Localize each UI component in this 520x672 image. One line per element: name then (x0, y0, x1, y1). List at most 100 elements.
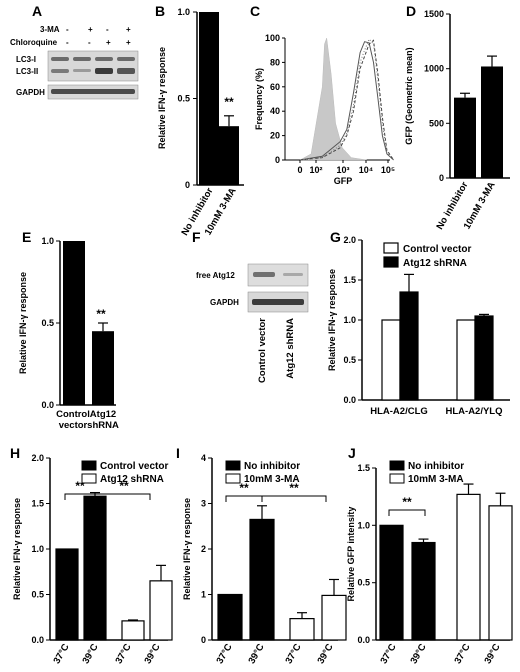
g-ytick-2: 1.0 (343, 315, 362, 325)
blot-lc3-band-3a (95, 57, 113, 61)
h-cat-0: 37°C (51, 642, 71, 666)
h-ytick-4: 2.0 (31, 453, 50, 463)
lane-label-atg12: Atg12 shRNA (285, 318, 296, 379)
d-ytick-2: 1000 (424, 64, 450, 74)
blot-lc3-box (47, 50, 139, 82)
sign-cq-3: + (106, 38, 111, 47)
blot-atg12-band-2 (283, 273, 303, 276)
g-ytick-label-3: 1.5 (343, 275, 356, 285)
h-sig-bracket-0 (64, 493, 96, 500)
b-ytick-1: 0.5 (177, 94, 197, 104)
panel-d: 0 500 1000 1500 GFP (Geometric mean) No … (404, 9, 510, 232)
e-cat-1-line-0: Atg12 (90, 409, 116, 420)
i-sig-bracket-1 (262, 495, 327, 502)
c-ytick-1: 20 (270, 131, 285, 141)
c-series-dashed (299, 39, 395, 161)
blot-atg12-band-1 (253, 272, 275, 277)
e-ytick-label-2: 1.0 (41, 236, 54, 246)
sign-cq-2: - (88, 38, 91, 47)
c-xlabel: GFP (334, 176, 353, 186)
h-sig-0: ** (75, 479, 85, 493)
i-ytick-label-2: 2 (201, 544, 206, 554)
blot-atg12-box (247, 263, 309, 287)
c-xtick-1: 10² (309, 160, 323, 175)
i-cat-0: 37°C (214, 642, 234, 666)
c-xtick-label-1: 10² (309, 165, 322, 175)
i-legend-swatch-0 (225, 460, 241, 471)
j-ytick-0: 0.0 (357, 635, 376, 645)
c-xtick-4: 10⁵ (381, 160, 395, 175)
h-ytick-0: 0.0 (31, 635, 50, 645)
g-ytick-0: 0.0 (343, 395, 362, 405)
e-cat-1-line-1: shRNA (87, 420, 119, 431)
h-cat-1: 39°C (80, 642, 100, 666)
sign-3ma-3: - (106, 25, 109, 34)
i-sig-0: ** (239, 481, 249, 495)
j-ytick-label-2: 1.0 (357, 520, 370, 530)
h-ytick-label-4: 2.0 (31, 453, 44, 463)
h-legend-label-0: Control vector (100, 461, 168, 472)
blot-gapdh-f-band (252, 299, 304, 305)
band-label-gapdh-f: GAPDH (210, 298, 239, 307)
g-ytick-4: 2.0 (343, 235, 362, 245)
h-legend-label-1: Atg12 shRNA (100, 474, 164, 485)
h-legend-swatch-0 (81, 460, 97, 471)
h-ytick-label-2: 1.0 (31, 544, 44, 554)
panel-g: 0.0 0.5 1.0 1.5 2.0 Relative IFN-γ respo… (327, 235, 510, 417)
c-ytick-label-0: 0 (275, 155, 280, 165)
d-ytick-label-2: 1000 (424, 64, 444, 74)
g-bar-0-1 (399, 291, 419, 401)
i-ytick-4: 4 (201, 453, 212, 463)
h-ylabel: Relative IFN-γ response (12, 498, 22, 600)
g-cat-1: HLA-A2/YLQ (446, 406, 503, 417)
sign-cq-4: + (126, 38, 131, 47)
blot-lc3-band-2b (73, 69, 91, 72)
c-series-gray-fill (299, 37, 367, 161)
g-ytick-3: 1.5 (343, 275, 362, 285)
j-ytick-1: 0.5 (357, 578, 376, 588)
d-ytick-label-0: 0 (439, 173, 444, 183)
b-ytick-label-1: 0.5 (177, 94, 190, 104)
e-bar-1 (92, 331, 114, 405)
blot-lc3-band-4b (117, 68, 135, 74)
panel-j: 0.0 0.5 1.0 1.5 Relative GFP intensity *… (346, 460, 513, 666)
d-bar-1 (481, 66, 503, 178)
c-ytick-4: 80 (270, 57, 285, 67)
g-legend-swatch-atg12 (383, 256, 399, 268)
b-ylabel: Relative IFN-γ response (157, 47, 167, 149)
j-bar-1 (411, 541, 436, 641)
i-ytick-label-1: 1 (201, 590, 206, 600)
c-xtick-0: 0 (297, 160, 303, 175)
j-sig-0: ** (402, 495, 412, 509)
panel-letter-e: E (22, 229, 31, 245)
row-label-chloroquine: Chloroquine (10, 38, 58, 47)
j-legend-swatch-0 (389, 460, 405, 471)
i-ytick-3: 3 (201, 499, 212, 509)
h-sig-bracket-1 (95, 493, 151, 500)
e-ytick-1: 0.5 (41, 318, 60, 328)
b-ytick-label-0: 0 (185, 180, 190, 190)
d-ylabel: GFP (Geometric mean) (404, 47, 414, 144)
sign-3ma-1: - (66, 25, 69, 34)
i-legend-label-1: 10mM 3-MA (244, 474, 300, 485)
panel-h: 0.0 0.5 1.0 1.5 2.0 Relative IFN-γ respo… (12, 453, 173, 666)
i-legend-swatch-1 (225, 473, 241, 484)
d-ytick-0: 0 (439, 173, 450, 183)
b-bar-0 (199, 12, 219, 185)
panel-a-blot: 3-MA Chloroquine - + - + - - + + LC3-I L… (10, 25, 139, 100)
c-xtick-label-4: 10⁵ (381, 165, 395, 175)
i-legend-label-0: No inhibitor (244, 461, 300, 472)
g-ytick-label-4: 2.0 (343, 235, 356, 245)
band-label-gapdh: GAPDH (16, 88, 45, 97)
g-ytick-label-1: 0.5 (343, 355, 356, 365)
i-cat-1: 39°C (246, 642, 266, 666)
h-ytick-label-3: 1.5 (31, 499, 44, 509)
j-ytick-2: 1.0 (357, 520, 376, 530)
b-ytick-2: 1.0 (177, 7, 197, 17)
j-ytick-label-1: 0.5 (357, 578, 370, 588)
i-ytick-label-0: 0 (201, 635, 206, 645)
g-legend-label-control: Control vector (403, 244, 471, 255)
i-sig-bracket-0 (225, 495, 263, 502)
g-ytick-1: 0.5 (343, 355, 362, 365)
